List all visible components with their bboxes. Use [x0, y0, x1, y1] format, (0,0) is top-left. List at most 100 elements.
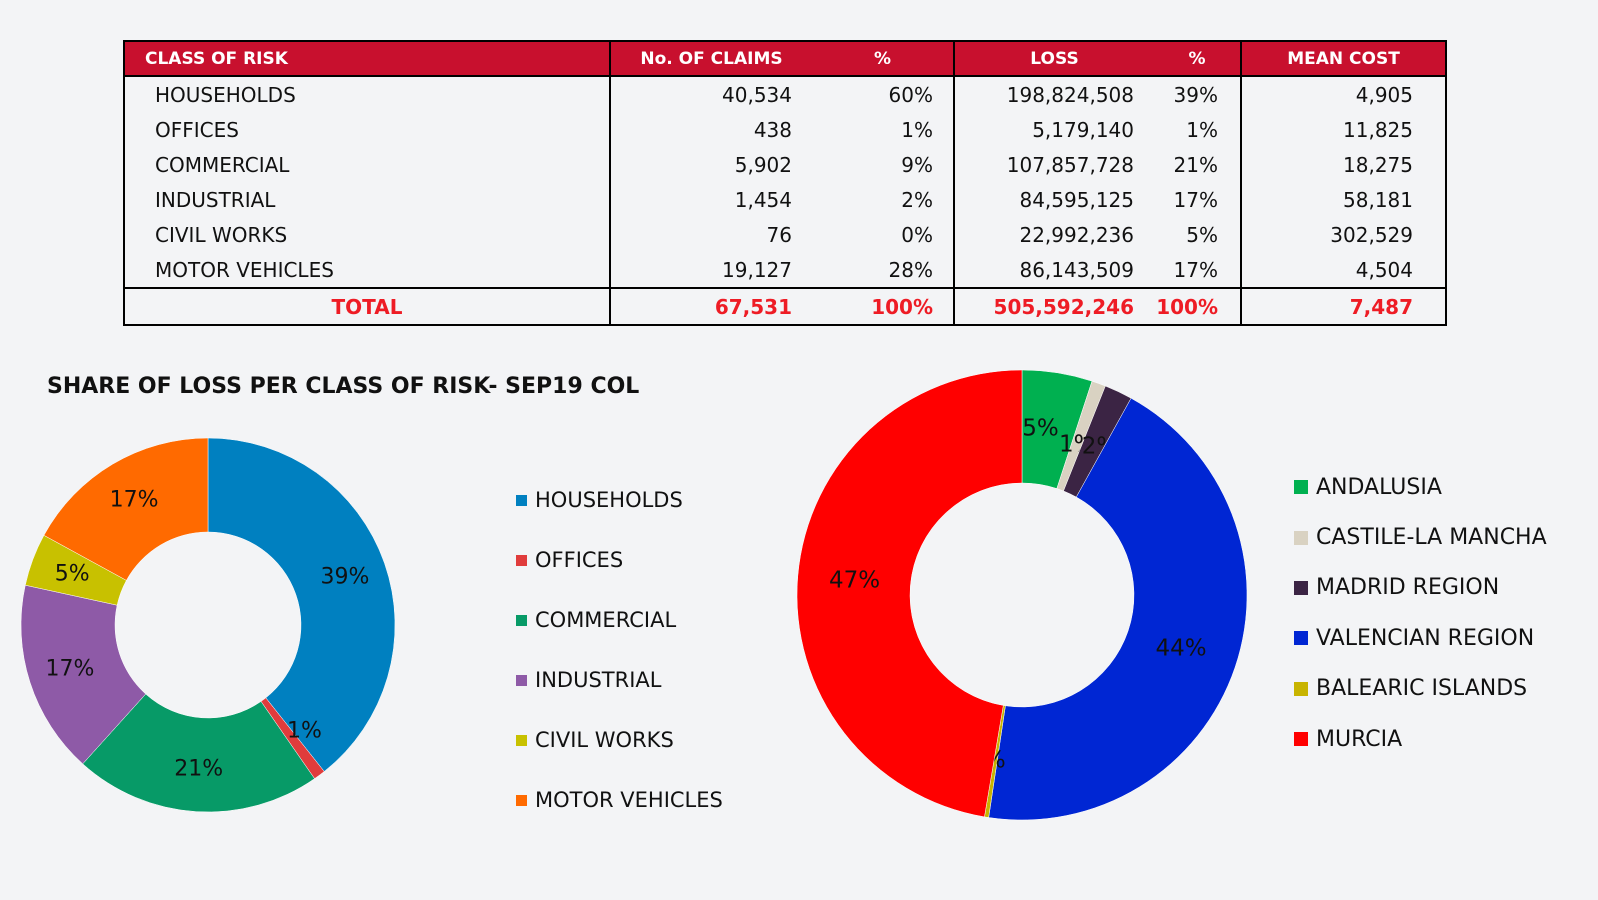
- legend-swatch: [1294, 480, 1308, 495]
- cell-claims: 40,534: [609, 76, 812, 112]
- legend-item: VALENCIAN REGION: [1294, 613, 1547, 663]
- cell-class: HOUSEHOLDS: [123, 76, 610, 112]
- cell-class: OFFICES: [123, 112, 610, 147]
- legend-item: CASTILE-LA MANCHA: [1294, 512, 1547, 562]
- donut-slice-commercial: [82, 693, 315, 813]
- legend-label: COMMERCIAL: [535, 608, 677, 632]
- cell-claims: 76: [609, 217, 812, 252]
- header-mean-cost: MEAN COST: [1240, 40, 1447, 77]
- cell-class: CIVIL WORKS: [123, 217, 610, 252]
- table-row: CIVIL WORKS 76 0% 22,992,236 5% 302,529: [123, 217, 1447, 252]
- cell-loss: 22,992,236: [953, 217, 1154, 252]
- legend-swatch: [516, 614, 527, 626]
- donut-slice-industrial: [20, 584, 147, 765]
- donut-slice-motor-vehicles: [43, 437, 209, 581]
- chart-title: SHARE OF LOSS PER CLASS OF RISK- SEP19 C…: [47, 374, 640, 399]
- data-label: 5%: [1022, 416, 1059, 442]
- header-class-of-risk: CLASS OF RISK: [123, 40, 610, 77]
- legend-item: OFFICES: [516, 530, 723, 590]
- data-label: 47%: [829, 567, 880, 593]
- cell-claims-pct: 1%: [901, 117, 933, 142]
- cell-mean-cost: 302,529: [1240, 217, 1447, 252]
- table-row: HOUSEHOLDS 40,534 60% 198,824,508 39% 4,905: [123, 76, 1447, 112]
- total-cell-claims: 67,531: [609, 287, 812, 326]
- cell-claims-pct: 28%: [888, 257, 933, 282]
- legend-label: HOUSEHOLDS: [535, 488, 683, 512]
- legend-swatch: [516, 554, 527, 566]
- donut-slice-households: [207, 437, 396, 772]
- legend-swatch: [1294, 580, 1308, 595]
- total-cell-loss-pct: 100%: [1154, 287, 1241, 326]
- data-label: 1%: [287, 718, 322, 743]
- legend-item: CIVIL WORKS: [516, 710, 723, 770]
- legend-label: INDUSTRIAL: [535, 668, 662, 692]
- legend-label: BALEARIC ISLANDS: [1316, 676, 1528, 702]
- legend-item: ANDALUSIA: [1294, 462, 1547, 512]
- cell-mean-cost: 58,181: [1240, 182, 1447, 217]
- donut-slice-murcia: [796, 369, 1023, 818]
- cell-class: COMMERCIAL: [123, 147, 610, 182]
- table-header-row: CLASS OF RISK No. OF CLAIMS % LOSS % MEA…: [123, 40, 1447, 77]
- cell-claims-pct: 0%: [901, 222, 933, 247]
- cell-loss-pct: 21%: [1173, 152, 1218, 177]
- header-claims-pct: %: [812, 40, 954, 77]
- cell-mean-cost: 4,905: [1240, 76, 1447, 112]
- class-of-risk-legend: HOUSEHOLDS OFFICES COMMERCIAL INDUSTRIAL CIV…: [516, 470, 723, 830]
- data-label: 21%: [174, 757, 223, 782]
- cell-loss-pct: 1%: [1186, 117, 1218, 142]
- legend-swatch: [516, 734, 527, 746]
- cell-mean-cost: 4,504: [1240, 252, 1447, 288]
- legend-swatch: [516, 674, 527, 686]
- header-claims: No. OF CLAIMS: [609, 40, 812, 77]
- legend-label: OFFICES: [535, 548, 624, 572]
- legend-label: MURCIA: [1316, 726, 1403, 752]
- data-label: 17%: [110, 487, 159, 512]
- cell-claims: 5,902: [609, 147, 812, 182]
- header-loss-pct: %: [1154, 40, 1241, 77]
- cell-claims-pct: 9%: [901, 152, 933, 177]
- table-row: INDUSTRIAL 1,454 2% 84,595,125 17% 58,181: [123, 182, 1447, 217]
- cell-claims-pct: 60%: [888, 82, 933, 107]
- legend-item: MADRID REGION: [1294, 563, 1547, 613]
- legend-label: ANDALUSIA: [1316, 474, 1442, 500]
- cell-claims: 19,127: [609, 252, 812, 288]
- legend-label: CASTILE-LA MANCHA: [1316, 525, 1547, 551]
- legend-swatch: [1294, 530, 1308, 545]
- legend-label: MOTOR VEHICLES: [535, 788, 723, 812]
- legend-item: MOTOR VEHICLES: [516, 770, 723, 830]
- legend-swatch: [516, 794, 527, 806]
- region-legend: ANDALUSIA CASTILE-LA MANCHA MADRID REGION V…: [1294, 462, 1547, 764]
- table-row: COMMERCIAL 5,902 9% 107,857,728 21% 18,275: [123, 147, 1447, 182]
- cell-claims: 1,454: [609, 182, 812, 217]
- legend-item: INDUSTRIAL: [516, 650, 723, 710]
- cell-loss-pct: 5%: [1186, 222, 1218, 247]
- legend-label: CIVIL WORKS: [535, 728, 674, 752]
- data-label: 17%: [46, 656, 95, 681]
- cell-loss: 107,857,728: [953, 147, 1154, 182]
- cell-claims: 438: [609, 112, 812, 147]
- table-row: OFFICES 438 1% 5,179,140 1% 11,825: [123, 112, 1447, 147]
- legend-swatch: [1294, 631, 1308, 646]
- total-row: TOTAL 67,531 100% 505,592,246 100% 7,487: [123, 287, 1447, 326]
- cell-mean-cost: 18,275: [1240, 147, 1447, 182]
- cell-loss: 198,824,508: [953, 76, 1154, 112]
- cell-class: INDUSTRIAL: [123, 182, 610, 217]
- cell-loss: 86,143,509: [953, 252, 1154, 288]
- cell-loss: 5,179,140: [953, 112, 1154, 147]
- total-cell-loss: 505,592,246: [953, 287, 1154, 326]
- data-label: 44%: [1156, 636, 1207, 662]
- cell-mean-cost: 11,825: [1240, 112, 1447, 147]
- header-loss: LOSS: [953, 40, 1154, 77]
- table-row: MOTOR VEHICLES 19,127 28% 86,143,509 17% 4,50…: [123, 252, 1447, 288]
- claims-table: CLASS OF RISK No. OF CLAIMS % LOSS % MEA…: [123, 40, 1447, 326]
- total-cell-mean-cost: 7,487: [1240, 287, 1447, 326]
- legend-item: BALEARIC ISLANDS: [1294, 664, 1547, 714]
- legend-label: MADRID REGION: [1316, 575, 1500, 601]
- legend-item: MURCIA: [1294, 714, 1547, 764]
- legend-label: VALENCIAN REGION: [1316, 625, 1535, 651]
- cell-loss-pct: 17%: [1173, 257, 1218, 282]
- legend-swatch: [1294, 681, 1308, 696]
- total-cell-claims-pct: 100%: [812, 287, 954, 326]
